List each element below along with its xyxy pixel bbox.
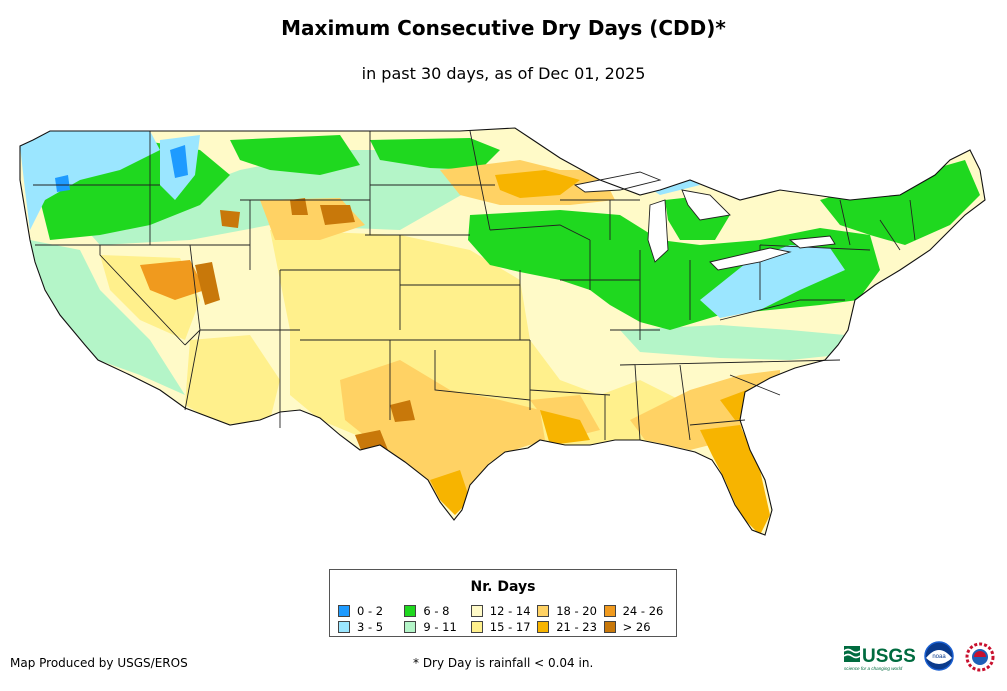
svg-text:science for a changing world: science for a changing world — [844, 666, 903, 671]
legend-label: 24 - 26 — [622, 603, 664, 618]
state-boundaries — [33, 130, 916, 441]
zone-15-17-southwest — [185, 335, 280, 425]
legend-item: 6 - 8 — [404, 603, 470, 618]
legend-label: 21 - 23 — [556, 619, 597, 634]
legend-swatch — [537, 620, 550, 633]
legend-label: 18 - 20 — [556, 603, 597, 618]
credit-text: Map Produced by USGS/EROS — [10, 656, 188, 670]
legend-swatch — [338, 604, 350, 617]
legend-label: 0 - 2 — [357, 603, 384, 618]
legend-swatch — [470, 604, 483, 617]
map-subtitle: in past 30 days, as of Dec 01, 2025 — [361, 64, 646, 83]
legend-label: 6 - 8 — [423, 603, 450, 618]
zone-9-11-california — [30, 240, 185, 395]
cdd-fill — [20, 131, 980, 535]
zone-gt-26-texas-central — [390, 400, 415, 422]
legend-swatch — [537, 604, 550, 617]
zone-gt-26-wyoming-east — [320, 205, 355, 225]
legend-item: 9 - 11 — [404, 619, 470, 634]
legend-item: 0 - 2 — [338, 603, 404, 618]
zone-6-8-northern-rockies — [230, 135, 360, 175]
noaa-logo: noaa — [924, 641, 954, 671]
legend-item: 3 - 5 — [338, 619, 404, 634]
zone-24-26-utah — [140, 260, 205, 300]
legend-title: Nr. Days — [470, 579, 536, 595]
legend-swatch — [404, 604, 417, 617]
agency-logos: USGS science for a changing world noaa — [843, 641, 995, 672]
legend-label: 15 - 17 — [489, 619, 531, 634]
zone-21-23-texas-south — [430, 470, 470, 515]
legend-item: 15 - 17 — [470, 619, 537, 634]
svg-text:noaa: noaa — [932, 654, 946, 660]
legend-item: 18 - 20 — [537, 603, 603, 618]
svg-text:USGS: USGS — [862, 646, 916, 667]
zone-21-23-gulf — [540, 410, 590, 445]
usgs-logo: USGS science for a changing world — [843, 646, 916, 671]
zone-21-23-florida — [700, 425, 770, 535]
legend-item: 24 - 26 — [603, 603, 670, 618]
zone-18-20-texas — [340, 360, 545, 515]
map-title: Maximum Consecutive Dry Days (CDD)* — [281, 16, 726, 40]
cdd-map — [19, 127, 986, 536]
legend-label: 3 - 5 — [357, 619, 384, 634]
legend-item: 12 - 14 — [470, 603, 537, 618]
zone-18-20-southeast — [630, 370, 780, 450]
zone-9-11-midatlantic — [620, 325, 845, 360]
legend-swatch — [338, 620, 350, 633]
legend-swatch — [603, 604, 616, 617]
footnote-text: * Dry Day is rainfall < 0.04 in. — [413, 656, 594, 670]
zone-9-11-northwest — [60, 150, 470, 245]
zone-3-5-ohio-valley — [700, 245, 845, 318]
zone-gt-26-wyoming — [290, 198, 308, 215]
nws-logo — [965, 642, 995, 672]
zone-0-2-oregon — [55, 175, 70, 192]
zone-21-23-dakota — [495, 170, 580, 198]
great-lakes — [573, 171, 836, 271]
zone-0-2-idaho — [170, 145, 188, 178]
zone-gt-26-montana — [220, 210, 240, 228]
legend-item: > 26 — [603, 619, 670, 634]
legend-swatch — [404, 620, 417, 633]
zone-6-8-northeast — [820, 160, 980, 245]
legend-label: 9 - 11 — [423, 619, 457, 634]
legend-swatch — [603, 620, 616, 633]
zone-gt-26-utah — [195, 262, 220, 305]
legend-label: > 26 — [622, 619, 651, 634]
legend-item: 21 - 23 — [537, 619, 603, 634]
legend-swatch — [470, 620, 483, 633]
zone-3-5-washington — [20, 131, 160, 230]
zone-6-8-north-dakota — [370, 138, 500, 170]
legend-label: 12 - 14 — [489, 603, 531, 618]
